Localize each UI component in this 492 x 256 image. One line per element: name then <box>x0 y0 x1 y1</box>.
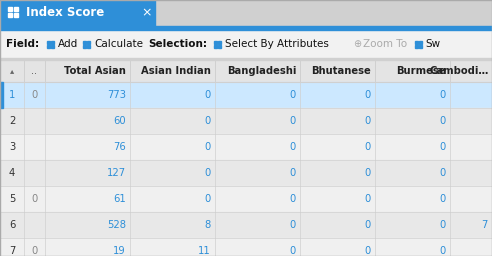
Text: 1: 1 <box>9 90 15 100</box>
Text: 0: 0 <box>290 90 296 100</box>
Bar <box>0 212 492 238</box>
Text: 0: 0 <box>290 142 296 152</box>
Text: 0: 0 <box>440 194 446 204</box>
Text: ▴: ▴ <box>10 67 14 76</box>
Bar <box>0 30 492 58</box>
Text: 3: 3 <box>9 142 15 152</box>
Text: 0: 0 <box>290 194 296 204</box>
Text: Bangladeshi: Bangladeshi <box>227 66 296 76</box>
Text: 6: 6 <box>9 220 15 230</box>
Bar <box>14 7 18 11</box>
Bar <box>0 82 3 108</box>
Text: 0: 0 <box>290 246 296 256</box>
Text: 0: 0 <box>365 168 371 178</box>
Text: 0: 0 <box>365 246 371 256</box>
Text: 0: 0 <box>31 90 37 100</box>
Text: Sw: Sw <box>425 39 440 49</box>
Text: 0: 0 <box>440 246 446 256</box>
Bar <box>0 238 492 256</box>
Bar <box>8 13 12 17</box>
Text: Selection:: Selection: <box>148 39 207 49</box>
Text: 7: 7 <box>482 220 488 230</box>
Text: 11: 11 <box>198 246 211 256</box>
Text: 19: 19 <box>113 246 126 256</box>
Text: 528: 528 <box>107 220 126 230</box>
Bar <box>0 0 492 26</box>
Bar <box>0 0 155 26</box>
Bar <box>0 134 492 160</box>
Text: Calculate: Calculate <box>94 39 143 49</box>
Text: ..: .. <box>31 66 37 76</box>
Text: 0: 0 <box>205 142 211 152</box>
Text: 0: 0 <box>205 90 211 100</box>
Text: Burmese: Burmese <box>397 66 446 76</box>
Bar <box>0 186 492 212</box>
Bar <box>0 26 492 30</box>
Text: 0: 0 <box>290 116 296 126</box>
Bar <box>47 41 50 44</box>
Text: 0: 0 <box>440 168 446 178</box>
Bar <box>0 82 492 108</box>
Text: Bhutanese: Bhutanese <box>311 66 371 76</box>
Text: 0: 0 <box>205 168 211 178</box>
Bar <box>214 41 217 44</box>
Text: 0: 0 <box>365 220 371 230</box>
Text: 0: 0 <box>365 194 371 204</box>
Bar <box>218 41 221 44</box>
Bar <box>51 41 54 44</box>
Text: 773: 773 <box>107 90 126 100</box>
Text: Index Score: Index Score <box>26 6 104 19</box>
Bar <box>415 41 418 44</box>
Bar <box>0 60 492 82</box>
Text: 0: 0 <box>205 116 211 126</box>
Bar <box>0 58 492 60</box>
Text: Select By Attributes: Select By Attributes <box>225 39 329 49</box>
Text: Asian Indian: Asian Indian <box>141 66 211 76</box>
Bar <box>83 45 86 48</box>
Bar <box>218 45 221 48</box>
Text: Add: Add <box>58 39 78 49</box>
Bar <box>47 45 50 48</box>
Text: 76: 76 <box>113 142 126 152</box>
Bar <box>419 41 422 44</box>
Text: 7: 7 <box>9 246 15 256</box>
Text: 0: 0 <box>365 116 371 126</box>
Bar <box>8 7 12 11</box>
Bar <box>214 45 217 48</box>
Text: 0: 0 <box>440 220 446 230</box>
Text: 0: 0 <box>205 194 211 204</box>
Text: 0: 0 <box>365 90 371 100</box>
Text: 127: 127 <box>107 168 126 178</box>
Text: 60: 60 <box>113 116 126 126</box>
Text: 61: 61 <box>113 194 126 204</box>
Text: 5: 5 <box>9 194 15 204</box>
Bar <box>419 45 422 48</box>
Bar <box>0 108 492 134</box>
Bar <box>14 13 18 17</box>
Text: 0: 0 <box>440 90 446 100</box>
Text: 0: 0 <box>31 246 37 256</box>
Text: 0: 0 <box>290 220 296 230</box>
Text: 2: 2 <box>9 116 15 126</box>
Text: Zoom To: Zoom To <box>363 39 407 49</box>
Text: Field:: Field: <box>6 39 39 49</box>
Text: 0: 0 <box>365 142 371 152</box>
Bar <box>0 160 492 186</box>
Text: 0: 0 <box>31 194 37 204</box>
Text: 4: 4 <box>9 168 15 178</box>
Bar <box>51 45 54 48</box>
Text: ⊕: ⊕ <box>353 39 361 49</box>
Bar <box>87 45 90 48</box>
Bar <box>83 41 86 44</box>
Bar <box>415 45 418 48</box>
Text: 0: 0 <box>290 168 296 178</box>
Text: Total Asian: Total Asian <box>64 66 126 76</box>
Bar <box>87 41 90 44</box>
Text: 8: 8 <box>205 220 211 230</box>
Text: ×: × <box>142 6 152 19</box>
Text: 0: 0 <box>440 116 446 126</box>
Text: Cambodi…: Cambodi… <box>430 66 489 76</box>
Text: 0: 0 <box>440 142 446 152</box>
